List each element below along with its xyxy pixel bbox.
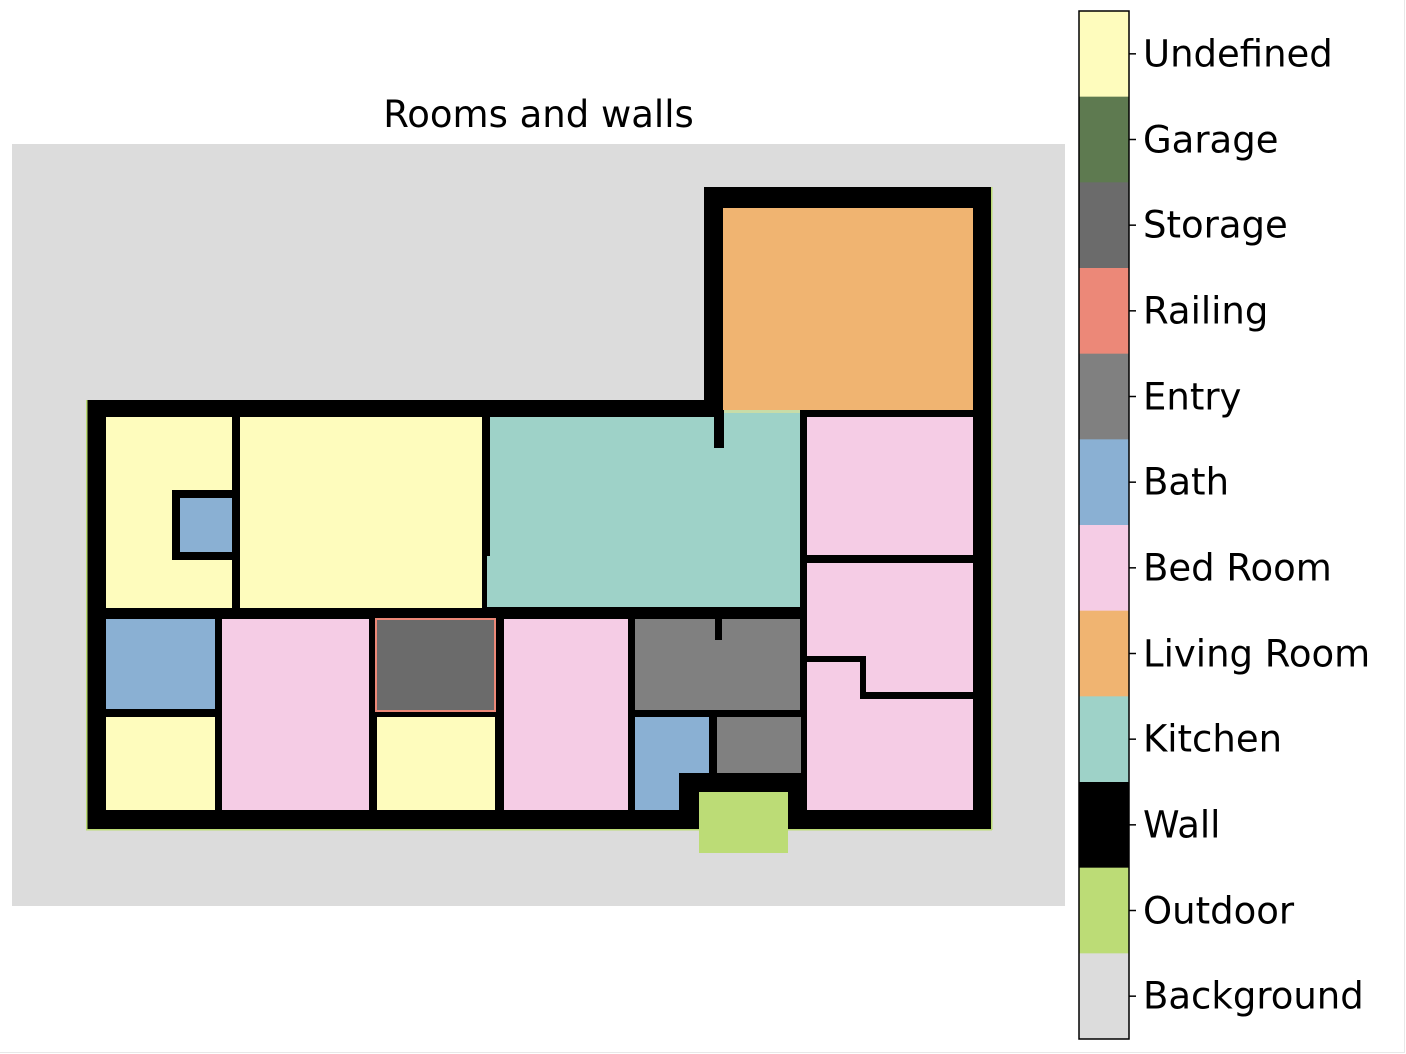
colorbar-swatch-outdoor (1079, 868, 1129, 954)
colorbar-label-bath: Bath (1143, 464, 1229, 501)
colorbar-swatch-bed-room (1079, 525, 1129, 611)
colorbar-label-outdoor: Outdoor (1143, 892, 1294, 929)
colorbar-label-bed-room: Bed Room (1143, 549, 1332, 586)
fringe-outdoor-left (86, 400, 88, 830)
colorbar-label-garage: Garage (1143, 121, 1278, 158)
plot-title: Rooms and walls (12, 96, 1065, 133)
colorbar-label-entry: Entry (1143, 378, 1241, 415)
room-bath-bottom-left (106, 619, 215, 709)
room-storage (376, 619, 495, 711)
colorbar-label-undefined: Undefined (1143, 35, 1333, 72)
colorbar-label-wall: Wall (1143, 806, 1220, 843)
room-bedroom-bottom-1 (222, 619, 369, 810)
colorbar-label-railing: Railing (1143, 292, 1268, 329)
room-bath-small (180, 498, 232, 552)
colorbar-swatch-wall (1079, 782, 1129, 868)
room-outdoor (699, 792, 788, 853)
room-bedroom-right-top (807, 417, 973, 555)
floorplan-plot (12, 144, 1065, 906)
colorbar-label-kitchen: Kitchen (1143, 721, 1282, 758)
colorbar-swatch-background (1079, 953, 1129, 1039)
colorbar (1078, 10, 1130, 1040)
room-undefined-center (240, 417, 482, 608)
colorbar-swatch-kitchen (1079, 696, 1129, 782)
room-undefined-bottom-middle (377, 717, 495, 810)
room-undefined-bottom-left (106, 717, 215, 810)
colorbar-swatch-railing (1079, 268, 1129, 354)
colorbar-swatch-undefined (1079, 11, 1129, 97)
colorbar-swatch-bath (1079, 439, 1129, 525)
colorbar-label-storage: Storage (1143, 207, 1288, 244)
fringe-outdoor-bottom (86, 829, 992, 831)
fringe-outdoor-right (991, 187, 993, 830)
colorbar-label-background: Background (1143, 978, 1364, 1015)
colorbar-swatch-garage (1079, 97, 1129, 183)
room-kitchen (487, 413, 800, 607)
colorbar-swatch-storage (1079, 182, 1129, 268)
colorbar-swatch-living-room (1079, 611, 1129, 697)
fringe-kitchen-top (724, 410, 800, 413)
colorbar-label-living-room: Living Room (1143, 635, 1370, 672)
colorbar-swatch-entry (1079, 354, 1129, 440)
room-bedroom-bottom-2 (504, 619, 628, 810)
room-entry-small (717, 717, 801, 773)
room-living-room (723, 208, 973, 410)
